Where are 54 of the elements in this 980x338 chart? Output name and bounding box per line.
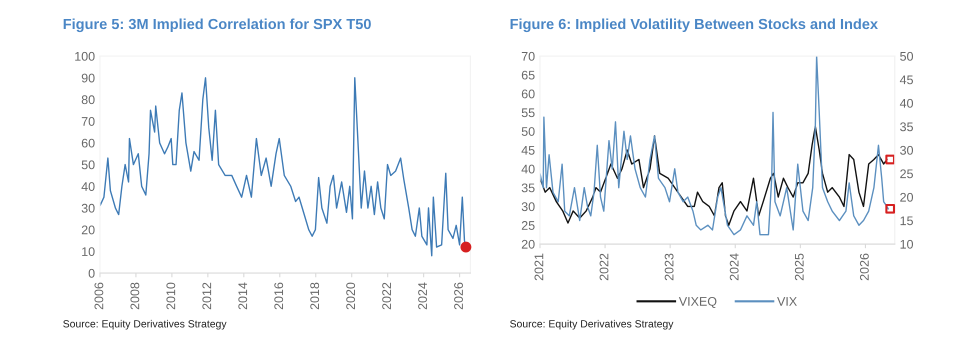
x-tick-label: 2018: [310, 282, 320, 310]
source-note: Source: Equity Derivatives Strategy: [63, 320, 227, 330]
y-tick-label: 10: [82, 247, 95, 256]
y-tick-label: 80: [82, 95, 95, 104]
y-tick-label: 45: [522, 146, 535, 155]
y-tick-label: 25: [522, 221, 535, 230]
y-tick-label: 35: [522, 183, 535, 192]
y-tick-label: 20: [82, 226, 95, 234]
y2-tick-label: 15: [900, 216, 913, 226]
x-tick-label: 2024: [418, 282, 427, 310]
y-tick-label: 30: [82, 204, 95, 213]
x-tick-label: 2010: [166, 282, 176, 310]
x-tick-label: 2006: [94, 282, 104, 310]
y2-tick-label: 10: [900, 240, 914, 249]
y-tick-label: 60: [522, 89, 535, 98]
x-tick-label: 2008: [130, 282, 140, 310]
x-tick-label: 2022: [382, 282, 392, 310]
x-tick-label: 2026: [454, 282, 463, 310]
y-tick-label: 20: [522, 240, 535, 249]
y-tick-label: 70: [522, 52, 535, 61]
x-tick-label: 2016: [274, 282, 284, 310]
x-tick-label: 2025: [794, 254, 804, 280]
x-tick-label: 2024: [730, 253, 739, 280]
legend-label: VIXEQ: [678, 296, 716, 308]
y-tick-label: 70: [82, 117, 95, 126]
y-tick-label: 60: [82, 138, 95, 148]
y2-tick-label: 50: [900, 52, 914, 61]
y2-tick-label: 35: [900, 122, 913, 132]
y2-tick-label: 30: [900, 146, 914, 155]
y-tick-label: 65: [522, 70, 535, 80]
source-note: Source: Equity Derivatives Strategy: [510, 320, 674, 330]
y2-tick-label: 20: [900, 192, 914, 202]
y-tick-label: 40: [522, 164, 535, 174]
x-tick-label: 2022: [600, 254, 608, 280]
y-tick-label: 40: [81, 182, 95, 191]
x-tick-label: 2012: [202, 282, 212, 310]
y2-tick-label: 45: [900, 76, 913, 84]
x-tick-label: 2026: [860, 254, 869, 280]
y-tick-label: 0: [88, 268, 95, 278]
x-tick-label: 2020: [346, 282, 356, 310]
y-tick-label: 90: [82, 74, 95, 82]
y-tick-label: 50: [82, 160, 95, 170]
y2-tick-label: 25: [900, 169, 913, 178]
chart-title: Figure 5: 3M Implied Correlation for SPX T50: [64, 18, 371, 32]
y-tick-label: 100: [75, 52, 95, 61]
chart-title: Figure 6: Implied Volatility Between Stocks and Index: [510, 18, 878, 32]
x-tick-label: 2023: [664, 254, 674, 280]
y-tick-label: 55: [522, 108, 535, 118]
y2-tick-label: 40: [900, 98, 914, 108]
legend-label: VIX: [777, 297, 797, 306]
x-tick-label: 2021: [534, 254, 544, 280]
x-tick-label: 2014: [238, 282, 248, 310]
y-tick-label: 30: [522, 202, 535, 212]
y-tick-label: 50: [522, 127, 535, 136]
